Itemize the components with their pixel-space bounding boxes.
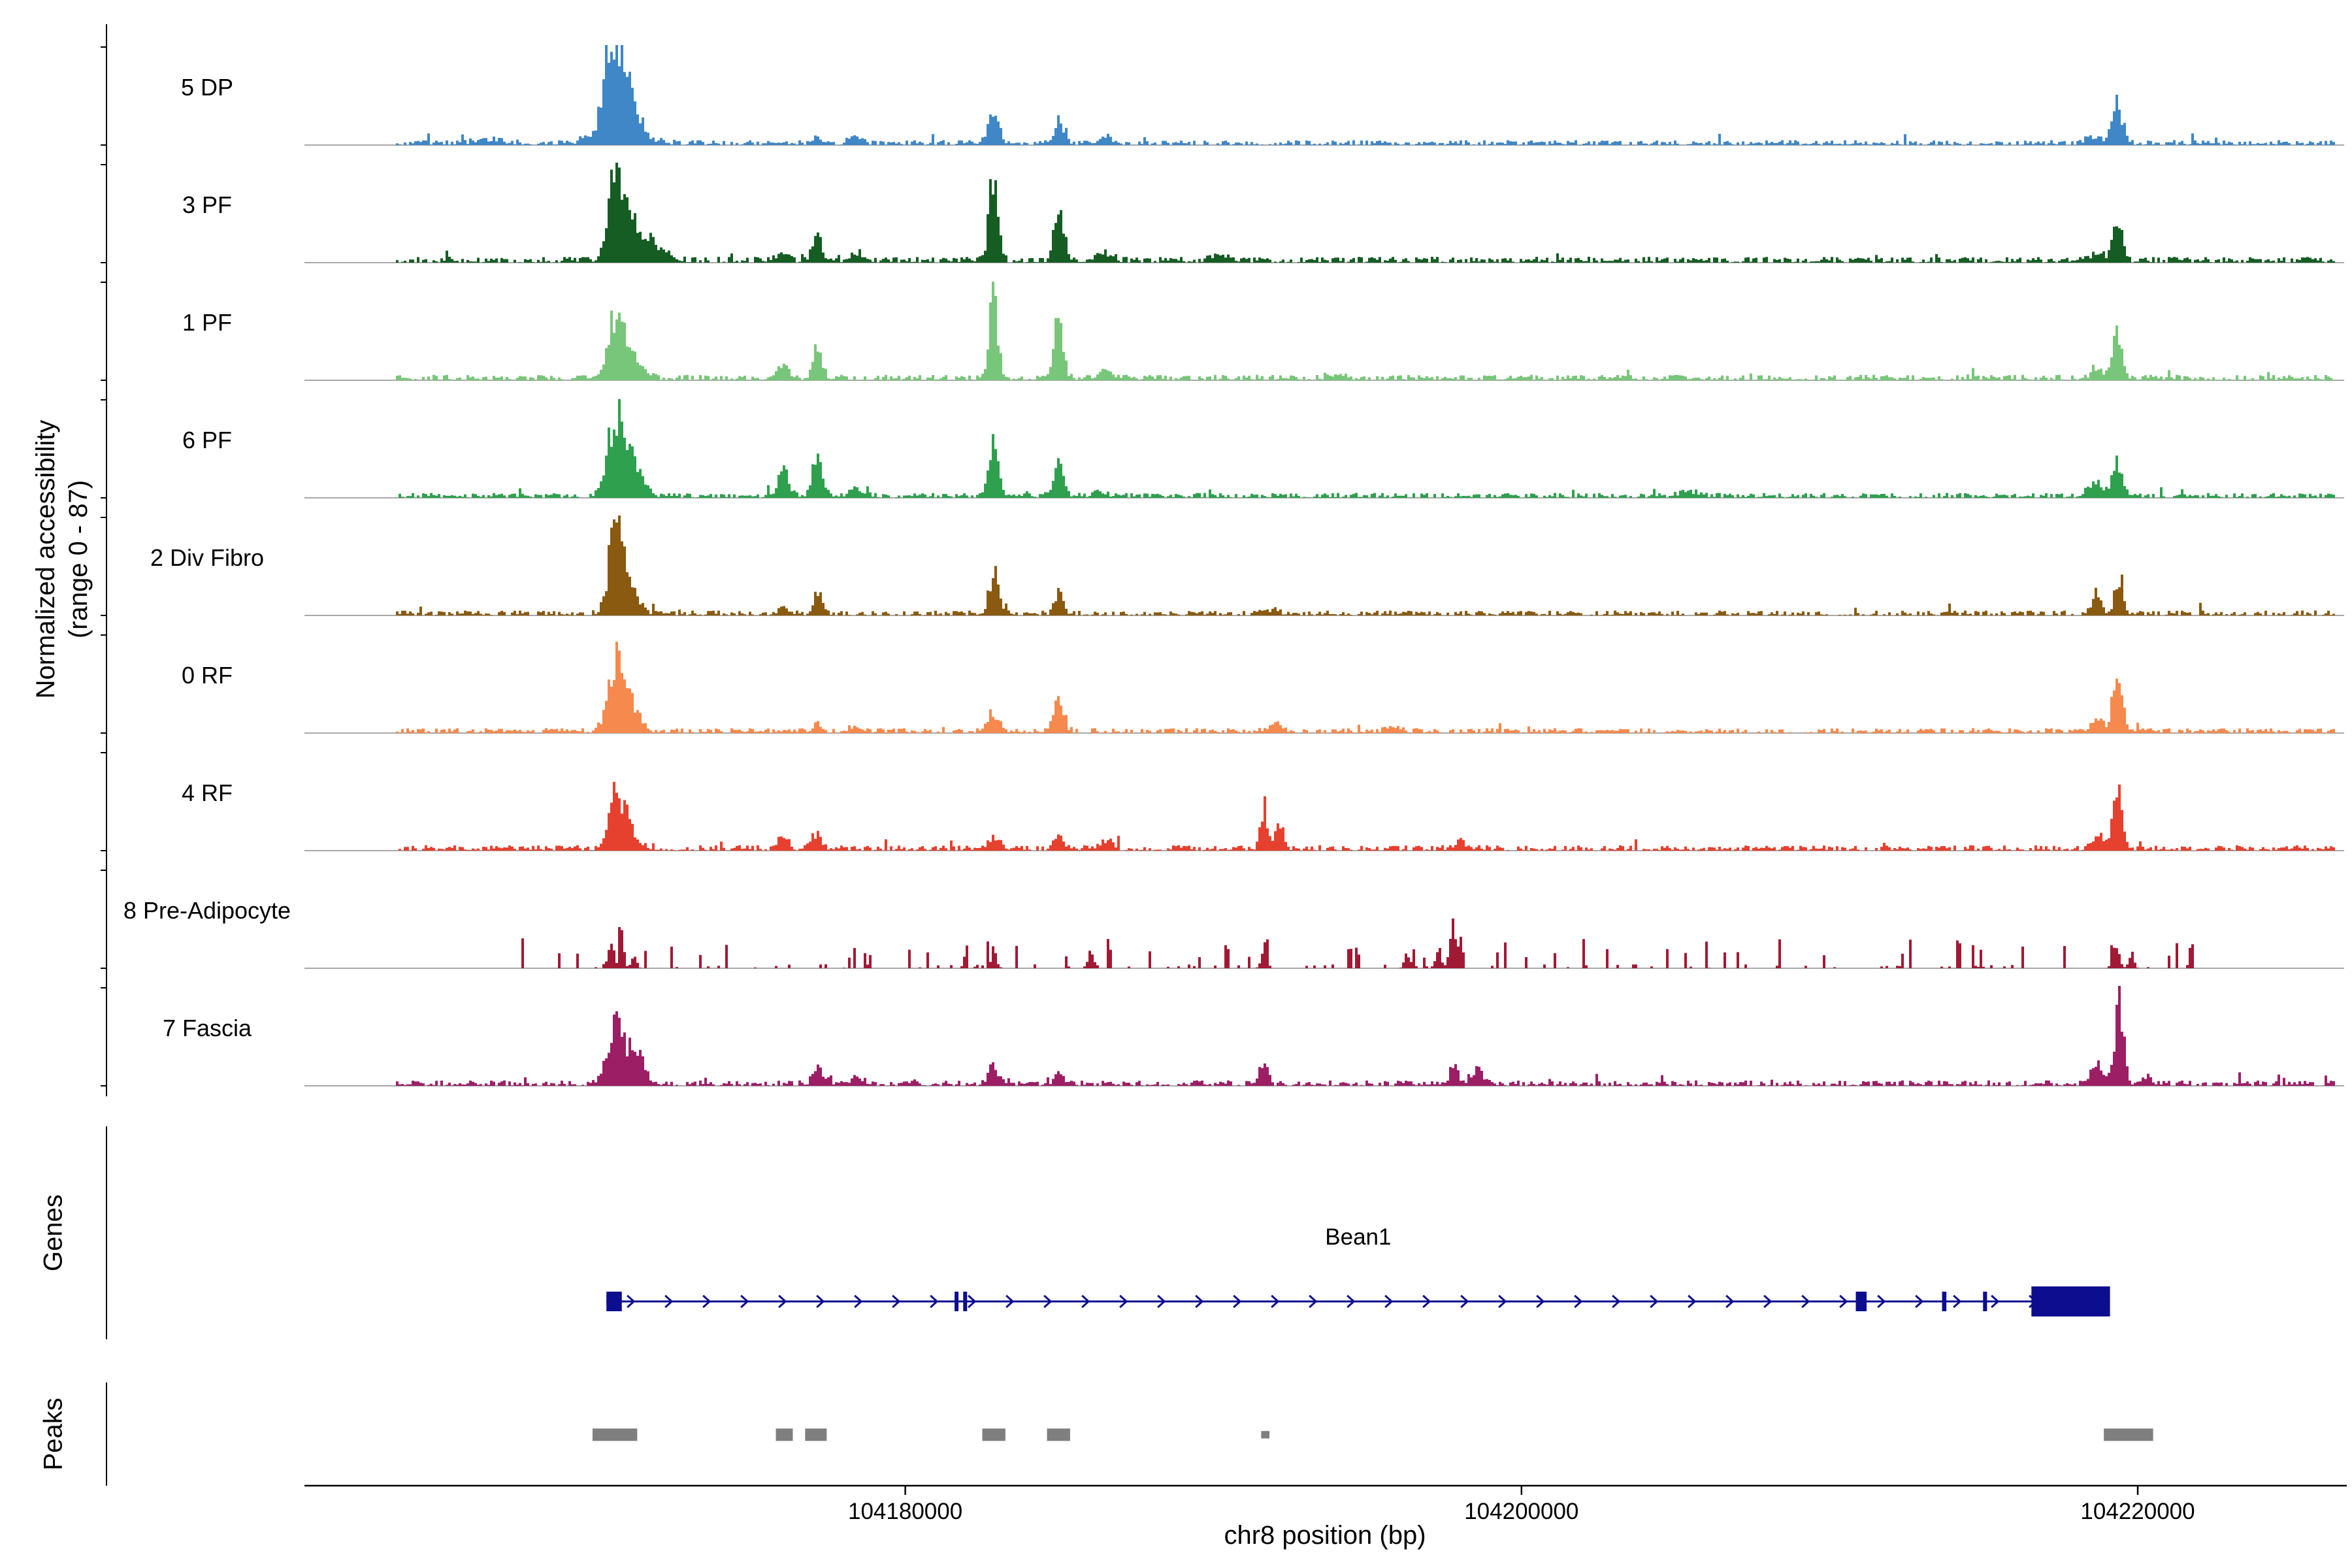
gene-strand-arrow-icon (1309, 1294, 1318, 1309)
track-signal-area (304, 45, 2344, 145)
track-signal-area (304, 986, 2344, 1086)
peak-region (2104, 1428, 2153, 1441)
track-label: 6 PF (182, 427, 233, 453)
x-axis-title: chr8 position (bp) (1224, 1521, 1426, 1550)
track-signal-area (304, 282, 2344, 380)
gene-strand-arrow-icon (1915, 1294, 1924, 1309)
gene-strand-arrow-icon (1271, 1294, 1280, 1309)
gene-strand-arrow-icon (1688, 1294, 1697, 1309)
gene-strand-arrow-icon (1953, 1294, 1962, 1309)
y-axis-label: Normalized accessibility (range 0 - 87) (29, 4, 95, 1115)
gene-strand-arrow-icon (968, 1294, 977, 1309)
track-label: 0 RF (181, 662, 233, 689)
gene-strand-arrow-icon (1839, 1294, 1848, 1309)
track-signal-area (304, 918, 2344, 968)
peak-region (776, 1428, 793, 1441)
gene-strand-arrow-icon (778, 1294, 787, 1309)
track-signal-area (304, 781, 2344, 851)
y-axis-label-line2: (range 0 - 87) (64, 480, 93, 639)
peak-region (805, 1428, 827, 1441)
y-axis-label-line1: Normalized accessibility (31, 419, 60, 699)
gene-strand-arrow-icon (1725, 1294, 1735, 1309)
track-label: 1 PF (182, 309, 233, 336)
peak-region (1047, 1428, 1070, 1441)
gene-strand-arrow-icon (930, 1294, 939, 1309)
gene-strand-arrow-icon (1991, 1294, 2000, 1309)
peak-region (982, 1428, 1005, 1441)
gene-strand-arrow-icon (1650, 1294, 1659, 1309)
track-signal-area (304, 399, 2344, 498)
track-label: 7 Fascia (162, 1015, 252, 1041)
gene-exon (1855, 1292, 1867, 1311)
track-signal-area (304, 163, 2344, 263)
gene-strand-arrow-icon (1612, 1294, 1621, 1309)
track-signal-area (304, 515, 2344, 615)
gene-strand-arrow-icon (854, 1294, 863, 1309)
gene-strand-arrow-icon (1460, 1294, 1469, 1309)
gene-strand-arrow-icon (1347, 1294, 1356, 1309)
gene-strand-arrow-icon (702, 1294, 711, 1309)
gene-strand-arrow-icon (1574, 1294, 1583, 1309)
gene-strand-arrow-icon (1043, 1294, 1053, 1309)
track-signal-area (304, 642, 2344, 733)
gene-exon (963, 1292, 968, 1311)
gene-strand-arrow-icon (1877, 1294, 1886, 1309)
gene-exon (1983, 1292, 1987, 1311)
gene-strand-arrow-icon (1233, 1294, 1242, 1309)
gene-strand-arrow-icon (1195, 1294, 1204, 1309)
gene-strand-arrow-icon (627, 1294, 636, 1309)
track-label: 5 DP (180, 74, 234, 101)
gene-strand-arrow-icon (1422, 1294, 1431, 1309)
track-label: 8 Pre-Adipocyte (123, 897, 291, 924)
gene-strand-arrow-icon (664, 1294, 674, 1309)
gene-strand-arrow-icon (1801, 1294, 1810, 1309)
gene-strand-arrow-icon (1157, 1294, 1166, 1309)
track-label: 4 RF (181, 779, 233, 806)
gene-strand-arrow-icon (1005, 1294, 1015, 1309)
gene-name-label: Bean1 (1325, 1224, 1392, 1250)
gene-exon (955, 1292, 959, 1311)
gene-strand-arrow-icon (1536, 1294, 1545, 1309)
gene-exon (1942, 1292, 1947, 1311)
gene-strand-arrow-icon (740, 1294, 749, 1309)
x-tick-label: 104200000 (1464, 1499, 1579, 1524)
gene-strand-arrow-icon (1119, 1294, 1128, 1309)
track-label: 3 PF (182, 191, 233, 218)
gene-strand-arrow-icon (1498, 1294, 1507, 1309)
x-tick-label: 104220000 (2080, 1499, 2195, 1524)
gene-exon (606, 1292, 622, 1311)
peak-region (592, 1428, 638, 1441)
gene-strand-arrow-icon (892, 1294, 901, 1309)
gene-strand-arrow-icon (1763, 1294, 1772, 1309)
x-tick-label: 104180000 (848, 1499, 963, 1524)
gene-strand-arrow-icon (1081, 1294, 1090, 1309)
gene-strand-arrow-icon (816, 1294, 825, 1309)
track-label: 2 Div Fibro (150, 544, 265, 571)
peak-region (1261, 1431, 1270, 1439)
gene-exon (2031, 1286, 2110, 1316)
peaks-section-label: Peaks (39, 1397, 68, 1471)
gene-strand-arrow-icon (1384, 1294, 1394, 1309)
